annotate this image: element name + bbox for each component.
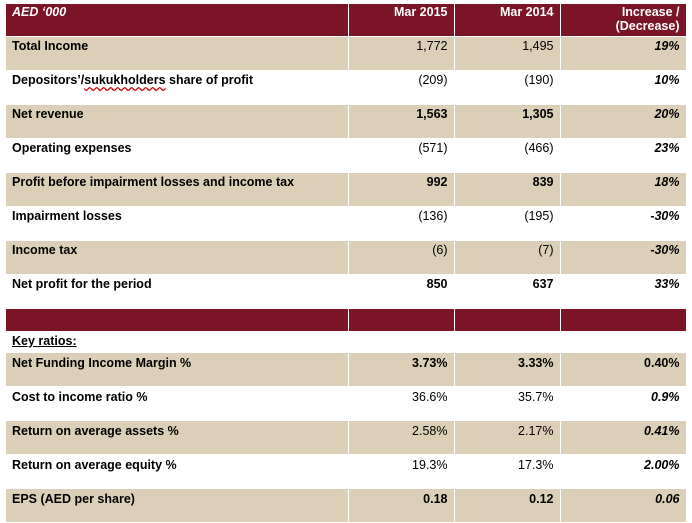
key-ratios-heading-row: Key ratios: <box>6 331 687 353</box>
row-label-part1: Depositors’/ <box>12 73 85 87</box>
table-row-cost-to-income: Cost to income ratio % 36.6% 35.7% 0.9% <box>6 386 687 421</box>
mar-2015-value: 0.18 <box>348 488 455 523</box>
row-label: Impairment losses <box>6 206 349 241</box>
mar-2015-value: 1,563 <box>348 104 455 139</box>
table-row-net-funding-income-margin: Net Funding Income Margin % 3.73% 3.33% … <box>6 352 687 387</box>
mar-2015-value: (6) <box>348 240 455 275</box>
mar-2014-value: 637 <box>454 274 561 309</box>
mar-2014-value: (7) <box>454 240 561 275</box>
row-label: Net Funding Income Margin % <box>6 352 349 387</box>
row-label-part3: share of profit <box>165 73 254 87</box>
table-row-total-income: Total Income 1,772 1,495 19% <box>6 36 687 71</box>
unit-header: AED ‘000 <box>6 4 349 37</box>
row-label: Cost to income ratio % <box>6 386 349 421</box>
change-value: 2.00% <box>560 454 687 489</box>
mar-2015-value: 36.6% <box>348 386 455 421</box>
mar-2014-value: 3.33% <box>454 352 561 387</box>
mar-2014-value: 0.12 <box>454 488 561 523</box>
mar-2015-value: (571) <box>348 138 455 173</box>
table-row-depositors-share: Depositors’/sukukholders share of profit… <box>6 70 687 105</box>
mar-2014-value: (466) <box>454 138 561 173</box>
row-label: Net profit for the period <box>6 274 349 309</box>
mar-2014-value: 2.17% <box>454 420 561 455</box>
change-value: 19% <box>560 36 687 71</box>
mar-2014-value: 839 <box>454 172 561 207</box>
change-value: 0.40% <box>560 352 687 387</box>
row-label-part2: sukukholders <box>84 73 166 87</box>
table-row-net-revenue: Net revenue 1,563 1,305 20% <box>6 104 687 139</box>
change-value: 0.41% <box>560 420 687 455</box>
table-row-operating-expenses: Operating expenses (571) (466) 23% <box>6 138 687 173</box>
mar-2015-value: 1,772 <box>348 36 455 71</box>
mar-2014-value: 35.7% <box>454 386 561 421</box>
mar-2015-value: 992 <box>348 172 455 207</box>
change-value: -30% <box>560 206 687 241</box>
mar-2014-value: 1,495 <box>454 36 561 71</box>
table-row-return-on-equity: Return on average equity % 19.3% 17.3% 2… <box>6 454 687 489</box>
row-label: Total Income <box>6 36 349 71</box>
table-row-eps: EPS (AED per share) 0.18 0.12 0.06 <box>6 488 687 523</box>
change-value: 33% <box>560 274 687 309</box>
table-row-return-on-assets: Return on average assets % 2.58% 2.17% 0… <box>6 420 687 455</box>
row-label: Income tax <box>6 240 349 275</box>
mar-2015-value: 3.73% <box>348 352 455 387</box>
table-row-profit-before-impairment: Profit before impairment losses and inco… <box>6 172 687 207</box>
mar-2014-header: Mar 2014 <box>454 4 561 37</box>
change-header: Increase / (Decrease) <box>560 4 687 37</box>
change-header-line2: (Decrease) <box>615 19 680 33</box>
row-label: Return on average equity % <box>6 454 349 489</box>
change-value: -30% <box>560 240 687 275</box>
financial-summary-table: AED ‘000 Mar 2015 Mar 2014 Increase / (D… <box>6 4 687 523</box>
mar-2015-header: Mar 2015 <box>348 4 455 37</box>
mar-2014-value: (190) <box>454 70 561 105</box>
row-label: Net revenue <box>6 104 349 139</box>
row-label: Depositors’/sukukholders share of profit <box>6 70 349 105</box>
row-label: Operating expenses <box>6 138 349 173</box>
row-label: Profit before impairment losses and inco… <box>6 172 349 207</box>
mar-2014-value: 1,305 <box>454 104 561 139</box>
change-value: 20% <box>560 104 687 139</box>
section-separator-row <box>6 308 687 332</box>
change-value: 23% <box>560 138 687 173</box>
change-value: 0.9% <box>560 386 687 421</box>
mar-2014-value: 17.3% <box>454 454 561 489</box>
row-label: EPS (AED per share) <box>6 488 349 523</box>
table-row-income-tax: Income tax (6) (7) -30% <box>6 240 687 275</box>
table-row-impairment-losses: Impairment losses (136) (195) -30% <box>6 206 687 241</box>
change-value: 18% <box>560 172 687 207</box>
change-header-line1: Increase / <box>621 5 680 19</box>
mar-2015-value: 19.3% <box>348 454 455 489</box>
key-ratios-heading: Key ratios: <box>6 331 349 353</box>
table-row-net-profit: Net profit for the period 850 637 33% <box>6 274 687 309</box>
table-header-row: AED ‘000 Mar 2015 Mar 2014 Increase / (D… <box>6 4 687 37</box>
mar-2015-value: 2.58% <box>348 420 455 455</box>
mar-2015-value: (209) <box>348 70 455 105</box>
mar-2014-value: (195) <box>454 206 561 241</box>
change-value: 10% <box>560 70 687 105</box>
row-label: Return on average assets % <box>6 420 349 455</box>
mar-2015-value: 850 <box>348 274 455 309</box>
change-value: 0.06 <box>560 488 687 523</box>
mar-2015-value: (136) <box>348 206 455 241</box>
